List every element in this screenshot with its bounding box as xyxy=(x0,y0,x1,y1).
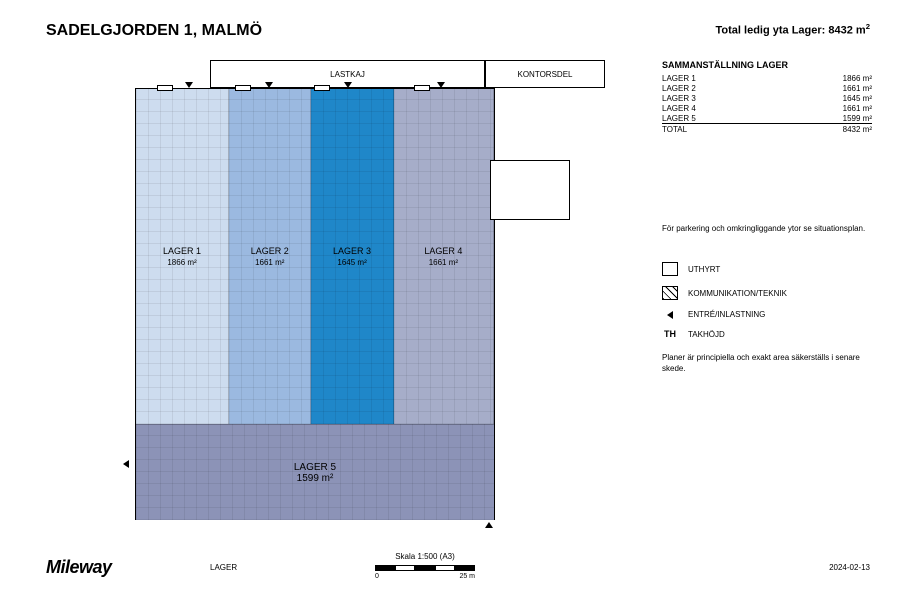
legend: UTHYRT KOMMUNIKATION/TEKNIK ENTRÉ/INLAST… xyxy=(662,262,872,339)
legend-entre: ENTRÉ/INLASTNING xyxy=(662,310,872,319)
summary-title: SAMMANSTÄLLNING LAGER xyxy=(662,60,872,70)
entry-arrow-icon xyxy=(662,311,678,319)
total-value: 8432 xyxy=(828,25,852,37)
swatch-komm xyxy=(662,286,678,300)
swatch-uthyrt xyxy=(662,262,678,276)
th-icon: TH xyxy=(662,329,678,339)
scale-start: 0 xyxy=(375,573,379,580)
summary-row: LAGER 41661 m² xyxy=(662,103,872,113)
warehouse-block: LAGER 1 1866 m² LAGER 2 1661 m² LAGER 3 1645 … xyxy=(135,88,495,520)
footer-date: 2024-02-13 xyxy=(829,563,870,572)
scale-end: 25 m xyxy=(459,573,475,580)
summary-row: LAGER 21661 m² xyxy=(662,83,872,93)
scale-bar xyxy=(375,565,475,571)
zone-label: LAGER 1 xyxy=(163,246,201,256)
entry-arrow-left xyxy=(123,460,129,468)
zone-lager5: LAGER 5 1599 m² xyxy=(136,424,494,520)
summary-total-row: TOTAL8432 m² xyxy=(662,124,872,135)
zone-lager2: LAGER 2 1661 m² xyxy=(229,89,311,424)
footer-lager-label: LAGER xyxy=(210,563,237,572)
zone-area: 1866 m² xyxy=(167,258,196,267)
zone-lager1: LAGER 1 1866 m² xyxy=(136,89,229,424)
loading-door xyxy=(235,85,251,91)
summary-row-label: LAGER 3 xyxy=(662,93,774,103)
legend-label: ENTRÉ/INLASTNING xyxy=(688,310,765,319)
legend-th: TH TAKHÖJD xyxy=(662,329,872,339)
zone-label: LAGER 4 xyxy=(424,246,462,256)
kontorsdel-box: KONTORSDEL xyxy=(485,60,605,88)
legend-label: KOMMUNIKATION/TEKNIK xyxy=(688,289,787,298)
summary-table: LAGER 11866 m²LAGER 21661 m²LAGER 31645 … xyxy=(662,73,872,134)
summary-row-label: LAGER 4 xyxy=(662,103,774,113)
zone-area: 1661 m² xyxy=(429,258,458,267)
summary-row-label: LAGER 1 xyxy=(662,73,774,83)
total-area-label: Total ledig yta Lager: 8432 m2 xyxy=(716,22,870,37)
page-title: SADELGJORDEN 1, MALMÖ xyxy=(46,22,262,40)
entry-arrow-bottom xyxy=(485,522,493,528)
summary-row-value: 1661 m² xyxy=(774,83,872,93)
zone-lager3: LAGER 3 1645 m² xyxy=(311,89,393,424)
office-extension xyxy=(490,160,570,220)
zone-area: 1661 m² xyxy=(255,258,284,267)
scale-block: Skala 1:500 (A3) 0 25 m xyxy=(345,552,505,580)
info-panel: SAMMANSTÄLLNING LAGER LAGER 11866 m²LAGE… xyxy=(662,60,872,374)
summary-row-label: LAGER 2 xyxy=(662,83,774,93)
summary-row-label: TOTAL xyxy=(662,124,774,135)
summary-row: LAGER 31645 m² xyxy=(662,93,872,103)
zone-area: 1599 m² xyxy=(297,473,334,484)
summary-row-value: 1645 m² xyxy=(774,93,872,103)
summary-row-value: 1866 m² xyxy=(774,73,872,83)
floorplan: LASTKAJ KONTORSDEL LAGER 11866 m²LAGER 2… xyxy=(135,60,605,520)
parking-note: För parkering och omkringliggande ytor s… xyxy=(662,224,872,234)
zone-label: LAGER 2 xyxy=(251,246,289,256)
summary-row: LAGER 11866 m² xyxy=(662,73,872,83)
disclaimer: Planer är principiella och exakt area sä… xyxy=(662,353,872,374)
zone-label: LAGER 3 xyxy=(333,246,371,256)
zone-area: 1645 m² xyxy=(337,258,366,267)
legend-label: UTHYRT xyxy=(688,265,720,274)
zone-lager4: LAGER 4 1661 m² xyxy=(394,89,494,424)
loading-door xyxy=(314,85,330,91)
summary-row-value: 1599 m² xyxy=(774,113,872,124)
legend-uthyrt: UTHYRT xyxy=(662,262,872,276)
summary-row: LAGER 51599 m² xyxy=(662,113,872,124)
brand-logo: Mileway xyxy=(46,557,112,578)
summary-row-value: 8432 m² xyxy=(774,124,872,135)
total-prefix: Total ledig yta Lager: xyxy=(716,25,829,37)
scale-label: Skala 1:500 (A3) xyxy=(345,552,505,561)
loading-door xyxy=(414,85,430,91)
loading-door xyxy=(157,85,173,91)
summary-row-value: 1661 m² xyxy=(774,103,872,113)
summary-row-label: LAGER 5 xyxy=(662,113,774,124)
legend-label: TAKHÖJD xyxy=(688,330,725,339)
zone-label: LAGER 5 xyxy=(294,462,336,473)
legend-komm: KOMMUNIKATION/TEKNIK xyxy=(662,286,872,300)
